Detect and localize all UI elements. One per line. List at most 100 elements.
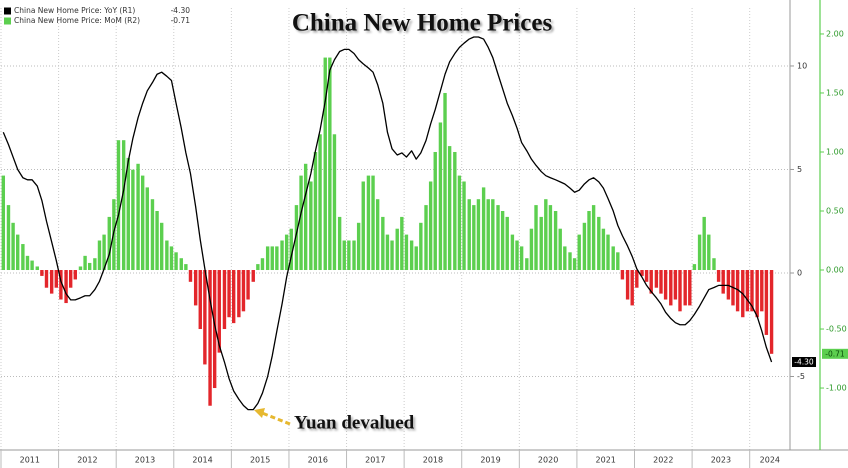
bar [563,246,567,271]
x-tick-label: 2014 [192,456,212,465]
bar [390,240,394,271]
bar [44,270,49,288]
bar [222,270,227,330]
bar [270,246,274,271]
bar [375,199,380,271]
bar [155,211,159,271]
x-tick-label: 2016 [308,456,328,465]
bar [750,270,754,312]
bar [568,252,572,271]
bar [644,270,649,282]
bar [534,205,538,271]
bar [318,134,322,271]
bar [428,181,433,271]
bar [11,222,15,271]
bar [721,270,725,294]
bar [688,270,692,306]
bar [237,270,241,318]
bar [505,216,509,271]
bar [323,57,327,271]
annotation: Yuan devalued [294,412,415,433]
x-tick-label: 2019 [480,456,500,465]
y2-tick-label: -1.00 [826,384,847,393]
bar [54,270,58,288]
bar [769,270,774,354]
bar [136,163,140,271]
y-tick-label: 10 [797,61,807,70]
bar [597,216,601,271]
bar [309,181,313,271]
bar [678,270,682,312]
bar [299,175,303,271]
legend-value: -0.71 [171,16,191,25]
bar [716,270,721,282]
bar [692,264,697,271]
bar [275,246,279,271]
bar [352,240,356,271]
bar [73,270,77,280]
bar [356,222,361,271]
bar [606,234,610,271]
x-tick-label: 2011 [20,456,40,465]
bar [500,211,505,271]
bar [347,240,351,271]
last-value-label: -0.71 [825,349,845,358]
bar [601,228,606,271]
y2-tick-label: 0.00 [826,266,844,275]
bar [256,264,260,271]
last-value-label: -4.30 [794,358,814,367]
bar [332,134,337,271]
bar [188,270,193,282]
bar [712,258,716,271]
x-tick-label: 2017 [365,456,385,465]
bar [745,270,750,312]
bar [366,175,371,271]
bar [577,234,581,271]
bar [49,270,54,294]
bar [525,258,529,271]
bar [548,205,553,271]
y2-tick-label: 1.00 [826,147,844,156]
bar [208,270,212,406]
bar [630,270,634,306]
y2-tick-label: -0.50 [826,325,847,334]
bar [107,216,111,271]
bar [433,151,437,271]
bar [476,199,481,271]
bar [174,252,178,271]
bar [735,270,740,312]
bar [381,216,385,271]
bar [760,270,764,312]
bar [97,240,102,271]
bar [654,270,659,288]
bar [616,252,620,271]
last-value-tag [792,357,816,368]
annotation-arrow [261,411,291,426]
bar [591,205,596,271]
bar [212,270,217,389]
annotation-arrowhead [254,408,265,418]
bar [457,175,462,271]
bar [371,175,375,271]
bar [280,240,284,271]
bar [659,270,663,294]
bar [447,146,452,271]
bar [40,270,44,276]
x-tick-label: 2020 [538,456,558,465]
bar [342,240,346,271]
bar [481,187,486,271]
bar [303,163,308,271]
bar [663,270,668,300]
bar [217,270,221,353]
bar [227,270,231,318]
bar [16,234,20,271]
bar [625,270,630,300]
bar [126,157,130,271]
bar [284,234,289,271]
bar [400,216,404,271]
bar [529,228,534,271]
bar [395,228,399,271]
bar [140,175,145,271]
legend-value: -4.30 [171,6,191,15]
bar [251,270,255,282]
